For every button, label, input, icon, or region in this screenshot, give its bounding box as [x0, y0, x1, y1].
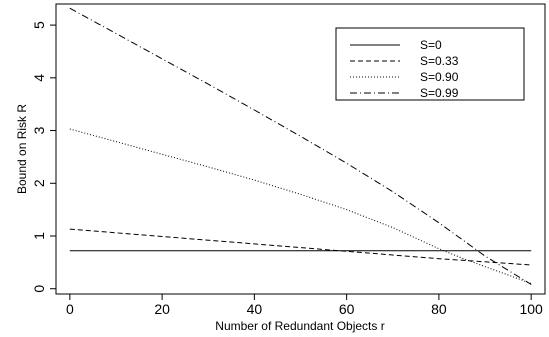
- legend-label: S=0.90: [420, 70, 459, 84]
- y-tick-label: 3: [31, 126, 47, 134]
- series-line-1: [69, 228, 532, 266]
- legend-label: S=0: [420, 38, 442, 52]
- x-tick-label: 40: [247, 301, 263, 317]
- y-tick-label: 4: [31, 74, 47, 82]
- x-tick-label: 20: [154, 301, 170, 317]
- y-tick-label: 1: [31, 232, 47, 240]
- legend-label: S=0.99: [420, 86, 459, 100]
- series-group: [69, 7, 532, 285]
- x-tick-label: 0: [66, 301, 74, 317]
- x-tick-label: 80: [431, 301, 447, 317]
- y-tick-label: 5: [31, 21, 47, 29]
- y-tick-label: 2: [31, 179, 47, 187]
- series-line-2: [69, 128, 532, 284]
- series-line-3: [69, 7, 532, 285]
- x-axis-label: Number of Redundant Objects r: [215, 319, 384, 333]
- y-axis: 0 1 2 3 4 5: [31, 21, 56, 293]
- legend-box: [335, 27, 525, 101]
- legend-label: S=0.33: [420, 54, 459, 68]
- y-tick-label: 0: [31, 285, 47, 293]
- x-tick-label: 100: [519, 301, 543, 317]
- x-tick-label: 60: [339, 301, 355, 317]
- plot-frame: [55, 3, 546, 295]
- x-axis: 0 20 40 60 80 100: [66, 294, 543, 317]
- legend: S=0 S=0.33 S=0.90 S=0.99: [335, 27, 525, 101]
- y-axis-label: Bound on Risk R: [15, 104, 29, 194]
